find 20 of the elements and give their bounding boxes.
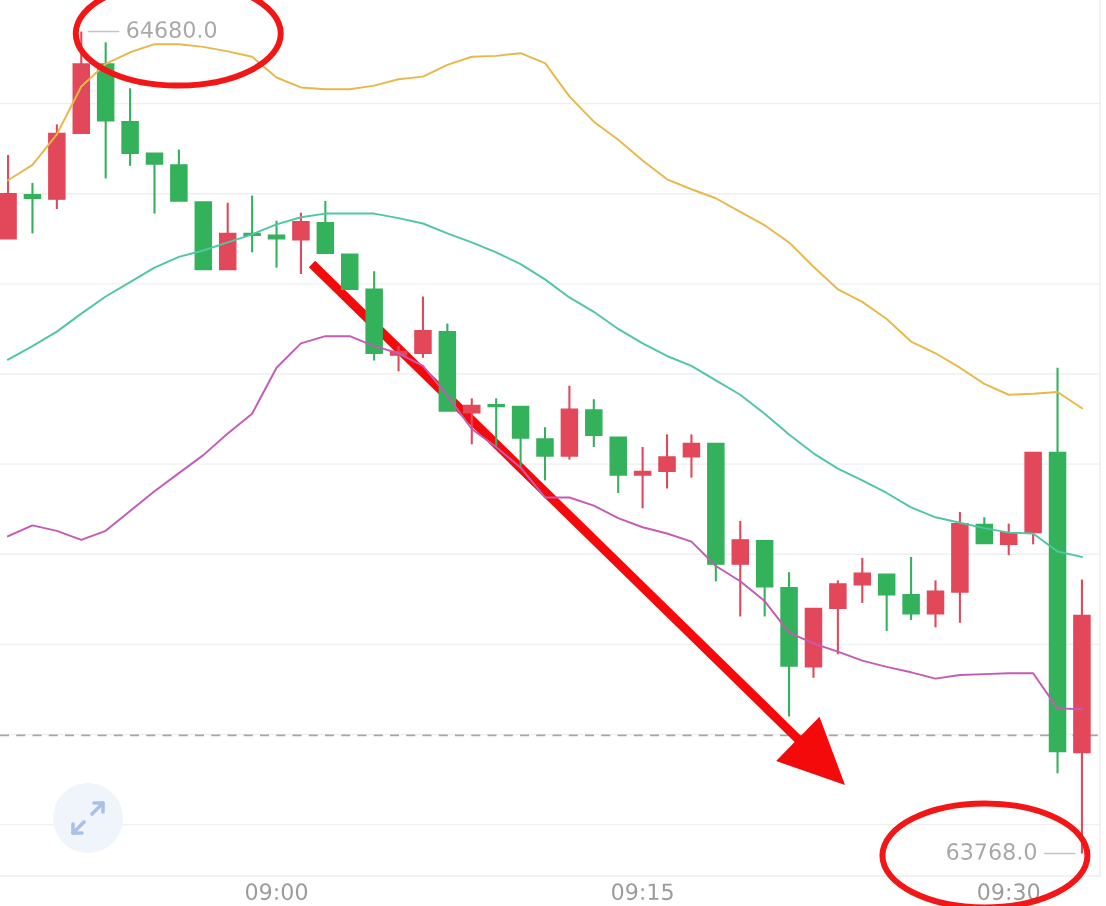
x-tick-label: 09:30 bbox=[978, 883, 1040, 901]
x-tick-label: 09:15 bbox=[612, 883, 673, 901]
x-tick-label: 09:00 bbox=[245, 883, 308, 901]
candlestick bbox=[414, 295, 432, 359]
candlestick bbox=[682, 433, 701, 479]
candlestick bbox=[145, 152, 164, 215]
candlestick bbox=[292, 211, 310, 276]
candlestick bbox=[487, 397, 505, 448]
candlestick bbox=[926, 579, 945, 629]
annotation: 63768.0 bbox=[947, 843, 1037, 860]
candlestick bbox=[877, 573, 896, 632]
candlestick bbox=[658, 433, 676, 490]
candlestick bbox=[536, 426, 554, 482]
candlestick bbox=[902, 555, 920, 622]
candlestick bbox=[267, 219, 286, 269]
candlestick bbox=[463, 397, 481, 446]
candlestick bbox=[853, 556, 872, 604]
candlestick bbox=[23, 181, 42, 235]
annotation: 64680.0 bbox=[127, 21, 217, 38]
candlestick bbox=[633, 445, 652, 510]
